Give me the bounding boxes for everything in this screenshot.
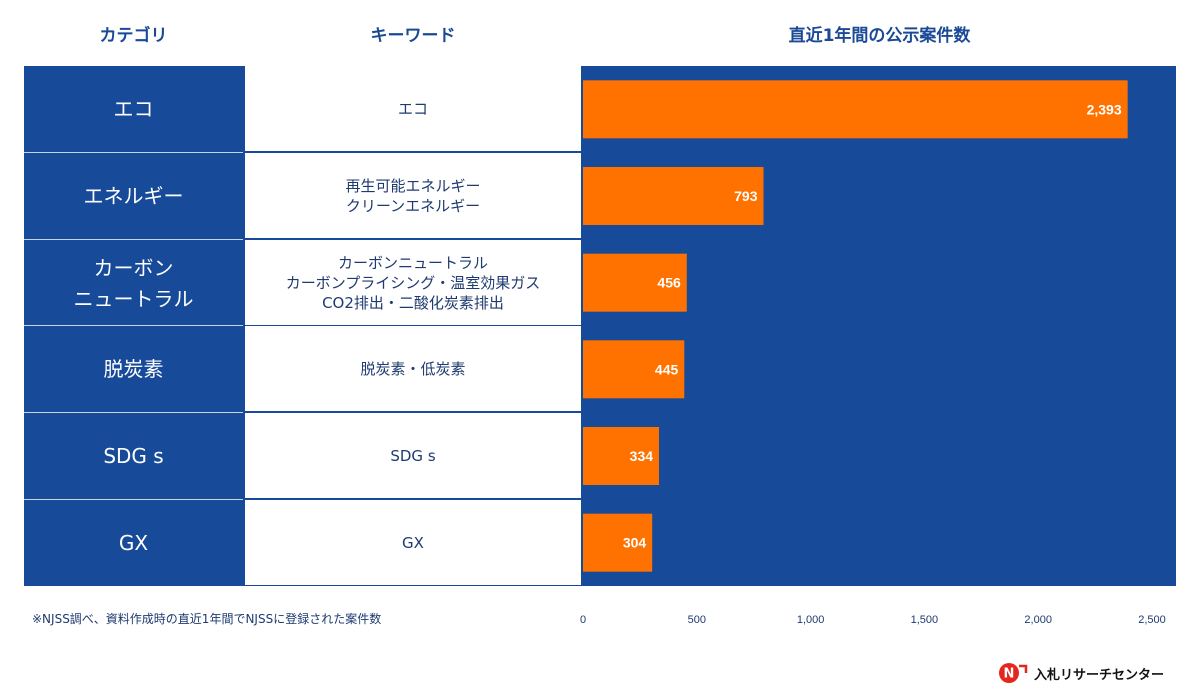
- bar-4: [583, 427, 660, 485]
- keyword-text: カーボンニュートラル カーボンプライシング・温室効果ガス CO2排出・二酸化炭素…: [285, 253, 541, 312]
- logo-mark-letter: N: [1004, 667, 1015, 682]
- brand-logo: N 入札リサーチセンター: [998, 660, 1164, 686]
- row-divider: [24, 152, 243, 153]
- category-label: エネルギー: [83, 184, 184, 208]
- keyword-cell: SDG s: [245, 413, 581, 498]
- keyword-text: エコ: [397, 99, 428, 118]
- category-label: カーボン ニュートラル: [73, 255, 194, 311]
- keyword-cell: 脱炭素・低炭素: [245, 326, 581, 411]
- category-cell: GX: [24, 500, 243, 587]
- bar-value-label: 304: [623, 535, 647, 551]
- category-label: SDG s: [103, 444, 164, 468]
- row-divider: [24, 239, 243, 240]
- category-cell: エネルギー: [24, 153, 243, 240]
- bar-value-label: 456: [657, 275, 681, 291]
- row-divider: [24, 499, 243, 500]
- row-divider: [24, 412, 243, 413]
- keyword-text: 脱炭素・低炭素: [360, 359, 466, 378]
- x-tick-label: 0: [580, 614, 586, 626]
- keyword-text: SDG s: [390, 446, 436, 465]
- footnote: ※NJSS調べ、資料作成時の直近1年間でNJSSに登録された案件数: [32, 612, 382, 626]
- x-tick-label: 1,000: [797, 614, 825, 626]
- bar-value-label: 2,393: [1087, 101, 1122, 117]
- bar-5: [583, 513, 653, 572]
- bar-value-label: 334: [630, 448, 654, 464]
- x-axis: 0 500 1,000 1,500 2,000 2,500: [580, 614, 1166, 626]
- category-label: エコ: [113, 97, 154, 121]
- x-tick-label: 2,000: [1024, 614, 1052, 626]
- category-cell: 脱炭素: [24, 326, 243, 413]
- bar-chart: 2,393 793 456 445 334 304: [583, 80, 1128, 572]
- bar-1: [583, 167, 764, 225]
- category-cell: エコ: [24, 66, 243, 153]
- category-cell: SDG s: [24, 413, 243, 500]
- header-count: 直近1年間の公示案件数: [788, 26, 971, 46]
- data-table: エコ エネルギー カーボン ニュートラル 脱炭素 SDG s GX エコ 再生可…: [24, 66, 1176, 586]
- bar-3: [583, 340, 685, 399]
- x-tick-label: 2,500: [1138, 614, 1166, 626]
- keyword-text: GX: [402, 533, 424, 552]
- logo-text: 入札リサーチセンター: [1034, 667, 1165, 683]
- bar-0: [583, 80, 1128, 139]
- keyword-cell: 再生可能エネルギー クリーンエネルギー: [245, 153, 581, 238]
- row-divider: [24, 325, 243, 326]
- x-tick-label: 1,500: [911, 614, 939, 626]
- keyword-cell: エコ: [245, 66, 581, 151]
- header-keyword: キーワード: [370, 26, 456, 46]
- bar-value-label: 445: [655, 361, 679, 377]
- logo-mark-icon: N: [999, 663, 1028, 683]
- keyword-cell: カーボンニュートラル カーボンプライシング・温室効果ガス CO2排出・二酸化炭素…: [245, 240, 581, 325]
- keyword-text: 再生可能エネルギー クリーンエネルギー: [345, 176, 481, 215]
- x-tick-label: 500: [688, 614, 706, 626]
- category-label: 脱炭素: [103, 357, 164, 381]
- header-category: カテゴリ: [99, 26, 168, 46]
- keyword-cell: GX: [245, 500, 581, 585]
- category-cell: カーボン ニュートラル: [24, 240, 243, 327]
- bar-value-label: 793: [734, 188, 758, 204]
- category-label: GX: [118, 531, 149, 555]
- bar-2: [583, 253, 687, 312]
